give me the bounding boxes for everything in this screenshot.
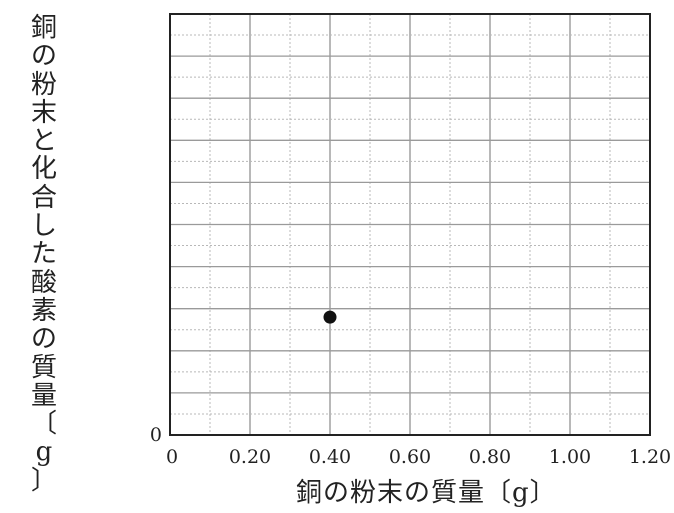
y-axis-label-char: 合 bbox=[30, 182, 57, 213]
grid bbox=[170, 14, 650, 435]
y-axis-label-char: 酸 bbox=[30, 267, 57, 298]
y-axis-label-char: g bbox=[35, 437, 53, 468]
y-axis-label-char: 〔 bbox=[30, 409, 57, 440]
x-tick-label: 0.20 bbox=[229, 446, 271, 468]
y-axis-label-char: 量 bbox=[30, 380, 57, 411]
y-axis-label-char: と bbox=[30, 126, 57, 157]
data-point bbox=[323, 310, 337, 324]
y-axis-label-char: 化 bbox=[30, 154, 57, 185]
y-axis-label-char: 末 bbox=[30, 97, 57, 128]
y-axis-label-char: の bbox=[30, 41, 57, 72]
y-axis-label-char: し bbox=[30, 211, 57, 242]
x-tick-label: 1.20 bbox=[629, 446, 671, 468]
x-axis-label: 銅の粉末の質量〔g〕 bbox=[296, 478, 557, 508]
x-origin-label: 0 bbox=[166, 446, 178, 468]
y-origin-label: 0 bbox=[150, 424, 162, 446]
y-axis-label-char: の bbox=[30, 324, 57, 355]
y-axis-label-char: 素 bbox=[30, 295, 57, 326]
plot-frame bbox=[169, 13, 651, 436]
data-points bbox=[323, 310, 337, 324]
x-tick-label: 0.40 bbox=[309, 446, 351, 468]
x-tick-label: 0.60 bbox=[389, 446, 431, 468]
y-axis-label-char: た bbox=[30, 239, 57, 270]
x-tick-label: 1.00 bbox=[549, 446, 591, 468]
y-axis-label-char: 〕 bbox=[30, 465, 57, 496]
x-tick-label: 0.80 bbox=[469, 446, 511, 468]
y-axis-label: 銅の粉末と化合した酸素の質量〔 g 〕 bbox=[26, 14, 62, 495]
y-axis-label-char: 粉 bbox=[30, 69, 57, 100]
y-axis-label-char: 銅 bbox=[30, 13, 57, 43]
y-axis-label-char: 質 bbox=[30, 352, 57, 383]
tick-labels: 00 0.20 0.40 0.60 0.80 1.00 1.20 bbox=[150, 424, 671, 468]
